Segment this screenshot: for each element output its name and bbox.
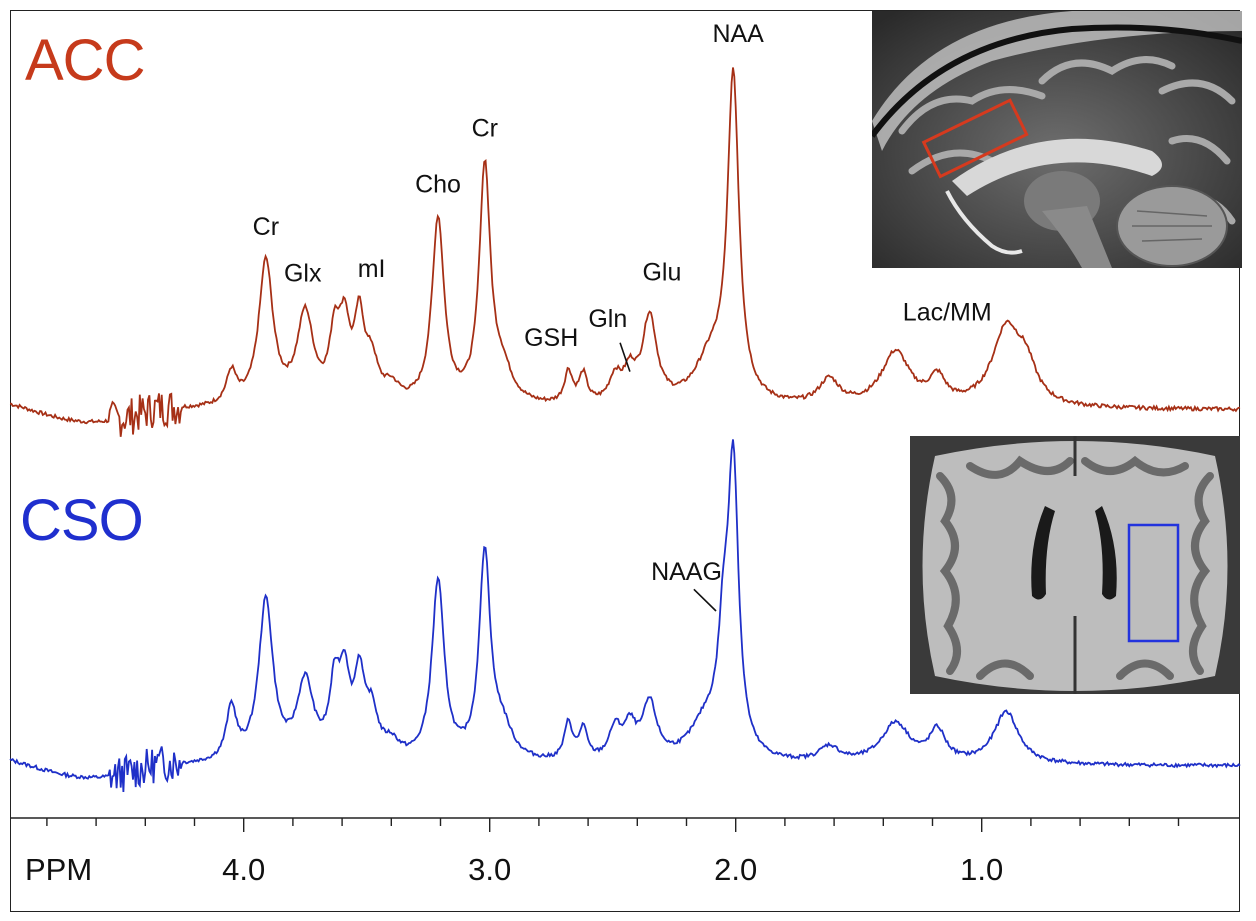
x-tick-label: 1.0 — [960, 852, 1003, 887]
axial-mri-inset — [910, 436, 1240, 694]
cso-roi-box — [1127, 523, 1180, 643]
spectra-group — [9, 67, 1241, 793]
cso-region-label: CSO — [20, 488, 144, 553]
x-axis: 4.0 3.0 2.0 1.0 — [10, 817, 1240, 887]
peak-label-mi: mI — [358, 255, 386, 283]
peak-label-naa: NAA — [712, 20, 764, 48]
sagittal-mri-inset — [872, 11, 1242, 268]
peak-label-naag: NAAG — [651, 558, 722, 586]
x-axis-title: PPM — [25, 852, 92, 887]
cso-spectrum-line — [9, 439, 1241, 793]
peak-label-lac-mm: Lac/MM — [903, 298, 992, 326]
peak-label-cho: Cho — [415, 171, 461, 199]
x-tick-label: 3.0 — [468, 852, 511, 887]
acc-roi-box — [921, 98, 1029, 179]
acc-region-label: ACC — [25, 28, 145, 93]
x-tick-label: 4.0 — [222, 852, 265, 887]
peak-label-glx: Glx — [284, 259, 322, 287]
peak-label-gsh: GSH — [524, 324, 578, 352]
gln-leader-line — [619, 342, 631, 372]
peak-label-gln: Gln — [588, 305, 627, 333]
peak-label-glu: Glu — [642, 259, 681, 287]
x-tick-label: 2.0 — [714, 852, 757, 887]
acc-spectrum-line — [9, 67, 1241, 437]
naag-leader-line — [693, 588, 717, 612]
peak-label-cr-4: Cr — [472, 114, 498, 142]
peak-label-cr-0: Cr — [253, 213, 279, 241]
